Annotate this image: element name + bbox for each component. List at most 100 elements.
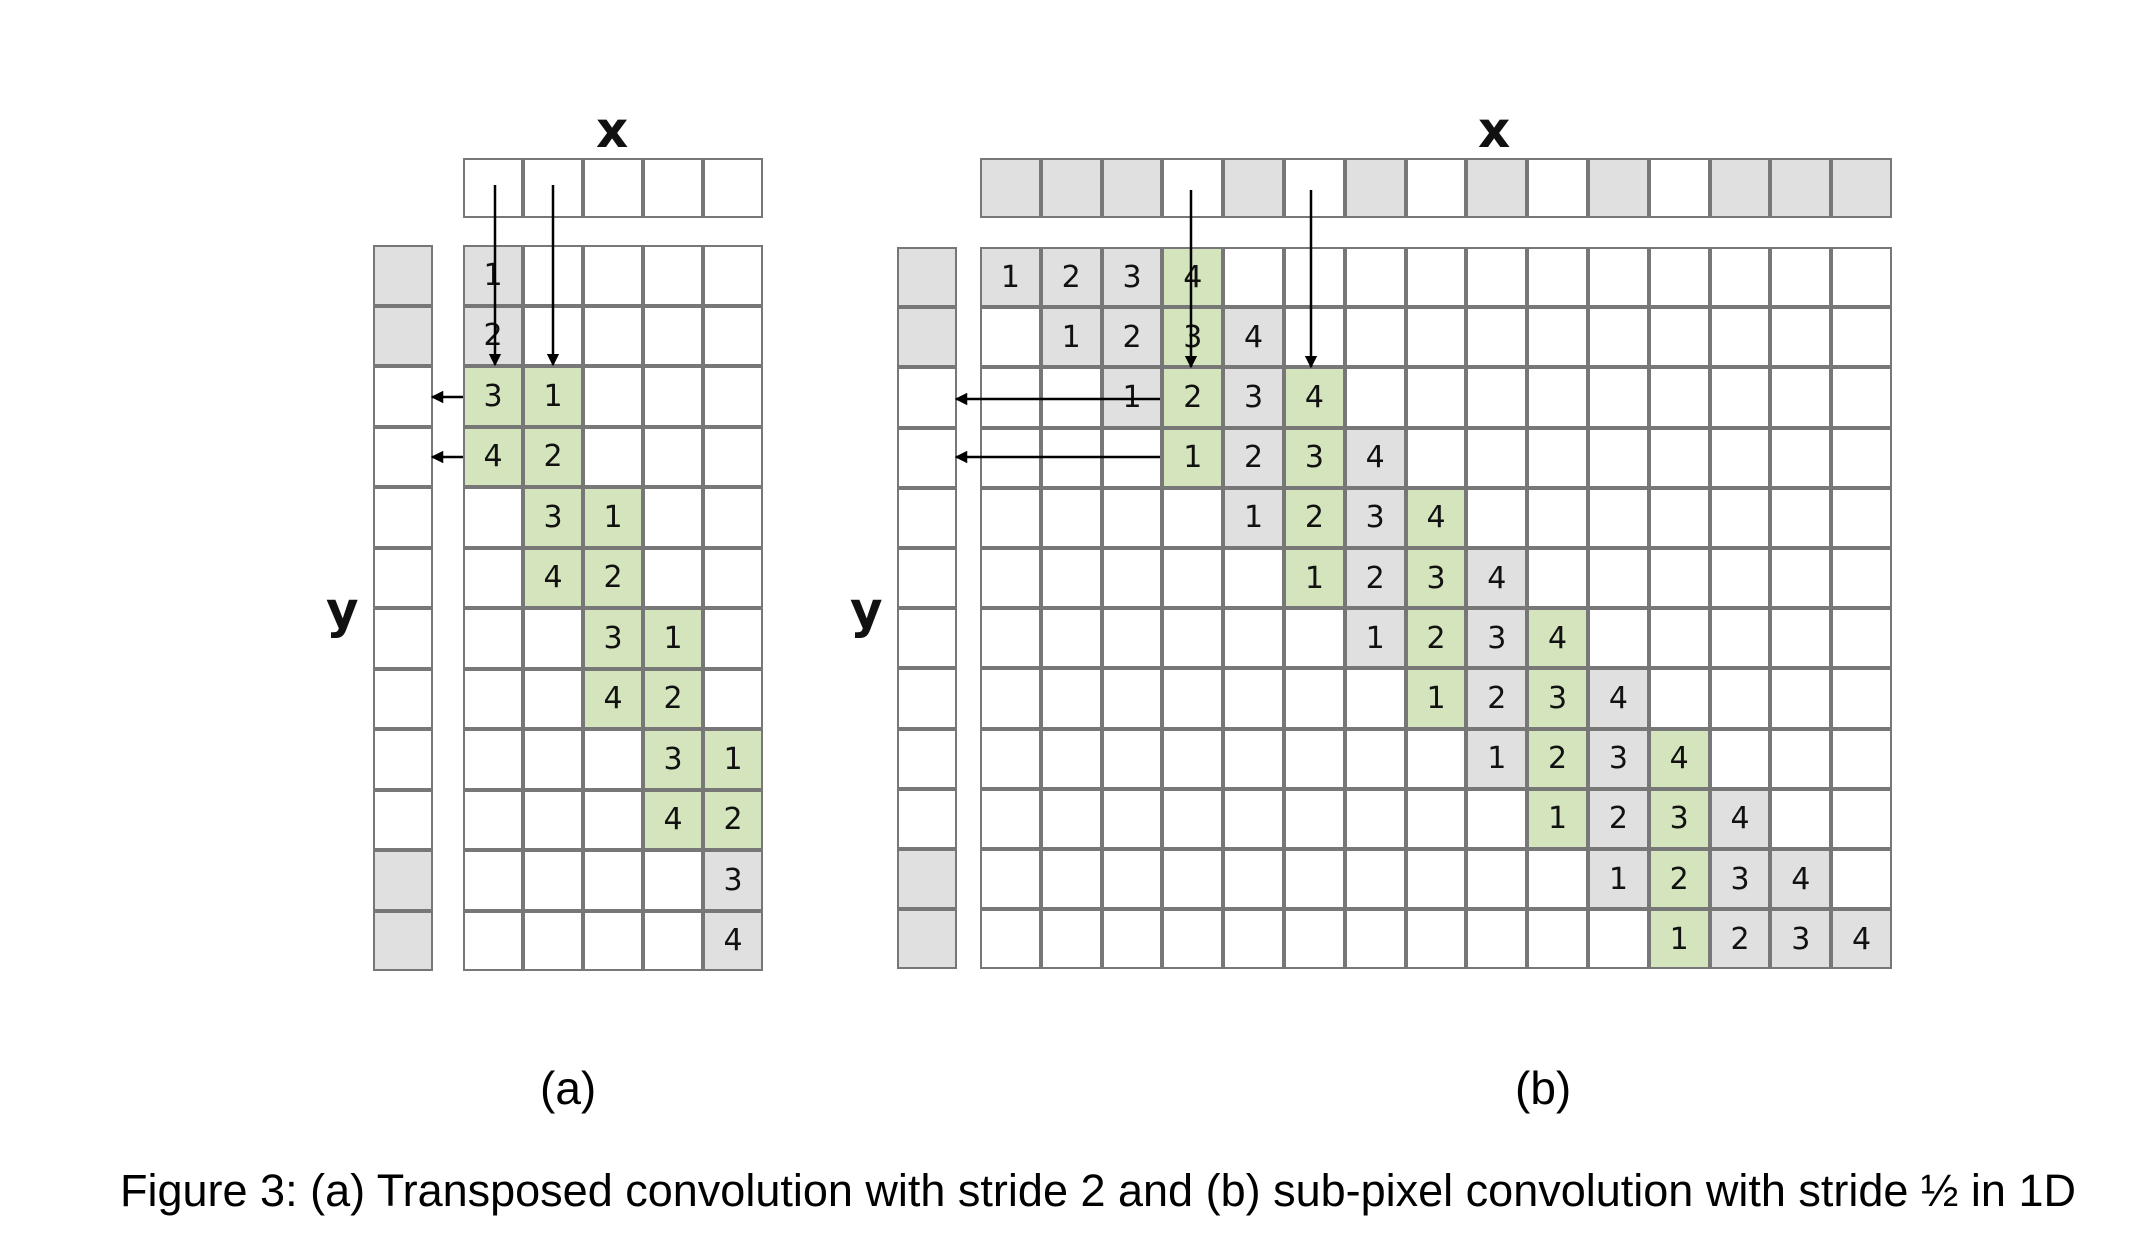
- panel-b-grid-cell: [1040, 427, 1102, 488]
- panel-b-grid-cell: [1831, 247, 1892, 308]
- panel-a-kernel-cell: 4: [703, 910, 763, 971]
- panel-b-grid-cell: [1831, 849, 1892, 910]
- panel-a-grid-cell: [463, 547, 523, 608]
- panel-b-grid-cell: [980, 487, 1041, 548]
- panel-b-grid-cell: [1831, 788, 1892, 849]
- panel-a-grid-cell: [583, 245, 643, 306]
- panel-b-grid-cell: [1709, 427, 1771, 488]
- panel-a-y-cell: [373, 668, 433, 729]
- panel-b-grid-cell: [1709, 728, 1771, 789]
- panel-b-grid-cell: [1162, 668, 1224, 729]
- panel-b-kernel-cell: 1: [1466, 728, 1528, 789]
- panel-b-grid-cell: [1405, 788, 1467, 849]
- panel-b-grid-cell: [1040, 668, 1102, 729]
- panel-b-grid-cell: [1648, 487, 1710, 548]
- panel-b-grid-cell: [1527, 367, 1588, 428]
- panel-b-grid-cell: [1527, 307, 1588, 368]
- panel-a-kernel-cell: 3: [463, 366, 523, 427]
- panel-b-x-cell: [1284, 158, 1345, 218]
- panel-b-y-cell: [897, 247, 957, 308]
- panel-b-grid-cell: [1040, 728, 1102, 789]
- panel-b-grid-cell: [1648, 608, 1710, 669]
- panel-b-grid-cell: [1162, 487, 1224, 548]
- panel-b-grid-cell: [1709, 608, 1771, 669]
- panel-b-grid-cell: [1770, 487, 1832, 548]
- panel-a-y-cell: [373, 850, 433, 911]
- panel-b-kernel-cell: 2: [1527, 728, 1588, 789]
- panel-b-grid-cell: [1284, 728, 1345, 789]
- panel-a-y-cell: [373, 305, 433, 366]
- panel-b-grid-cell: [1101, 788, 1163, 849]
- panel-b-grid-cell: [980, 307, 1041, 368]
- panel-a-grid-cell: [583, 366, 643, 427]
- panel-b-x-cell: [1040, 158, 1102, 218]
- panel-b-kernel-cell: 2: [1588, 788, 1649, 849]
- panel-a-y-label: y: [326, 581, 359, 639]
- panel-b-kernel-cell: 1: [1588, 849, 1649, 910]
- panel-b-kernel-cell: 1: [980, 247, 1041, 308]
- panel-a-y-cell: [373, 426, 433, 487]
- panel-b-grid-cell: [1770, 608, 1832, 669]
- panel-a-kernel-cell: 2: [703, 789, 763, 850]
- panel-b-kernel-cell: 3: [1344, 487, 1406, 548]
- panel-b-grid-cell: [1466, 788, 1528, 849]
- panel-b-grid-cell: [1588, 367, 1649, 428]
- panel-b-grid-cell: [1223, 247, 1284, 308]
- panel-a-kernel-cell: 2: [583, 547, 643, 608]
- panel-b-grid-cell: [1527, 427, 1588, 488]
- panel-b-y-cell: [897, 487, 957, 548]
- panel-b-grid-cell: [1101, 608, 1163, 669]
- panel-b-label: (b): [1515, 1062, 1572, 1114]
- panel-b-grid-cell: [1466, 849, 1528, 910]
- panel-b-grid-cell: [1344, 668, 1406, 729]
- panel-b-grid-cell: [1831, 728, 1892, 789]
- panel-b-y-cell: [897, 367, 957, 428]
- panel-b-grid-cell: [1405, 909, 1467, 970]
- panel-a-x-cell: [583, 158, 643, 218]
- panel-a-grid-cell: [583, 850, 643, 911]
- panel-b-kernel-cell: 1: [1162, 427, 1224, 488]
- panel-b-x-cell: [1588, 158, 1649, 218]
- panel-b-grid-cell: [1588, 247, 1649, 308]
- panel-b-grid-cell: [1527, 548, 1588, 609]
- panel-a-grid-cell: [523, 305, 583, 366]
- panel-b-grid-cell: [980, 608, 1041, 669]
- panel-b-grid-cell: [1223, 608, 1284, 669]
- panel-b-grid-cell: [1284, 909, 1345, 970]
- panel-a-y-cell: [373, 245, 433, 306]
- panel-b-x-cell: [1770, 158, 1832, 218]
- panel-a-grid-cell: [703, 487, 763, 548]
- panel-b-grid-cell: [1162, 909, 1224, 970]
- panel-b-kernel-cell: 4: [1466, 548, 1528, 609]
- panel-b-kernel-cell: 1: [1648, 909, 1710, 970]
- panel-b-grid-cell: [1284, 788, 1345, 849]
- panel-b-grid-cell: [1284, 247, 1345, 308]
- panel-a-kernel-cell: 3: [523, 487, 583, 548]
- panel-a-grid-cell: [523, 608, 583, 669]
- panel-b-grid-cell: [1040, 909, 1102, 970]
- panel-b-kernel-cell: 4: [1284, 367, 1345, 428]
- panel-a-grid-cell: [643, 487, 703, 548]
- panel-b-grid-cell: [1344, 367, 1406, 428]
- panel-a-grid-cell: [703, 305, 763, 366]
- panel-a-grid-cell: [463, 668, 523, 729]
- panel-b-kernel-cell: 3: [1284, 427, 1345, 488]
- panel-b-kernel-cell: 3: [1770, 909, 1832, 970]
- panel-b-grid-cell: [1162, 728, 1224, 789]
- panel-b-grid-cell: [1466, 487, 1528, 548]
- panel-b-grid-cell: [1040, 608, 1102, 669]
- panel-a-grid-cell: [643, 910, 703, 971]
- panel-b-grid-cell: [1405, 307, 1467, 368]
- panel-b-kernel-cell: 4: [1831, 909, 1892, 970]
- panel-b-grid-cell: [1101, 849, 1163, 910]
- panel-b-grid-cell: [1709, 307, 1771, 368]
- panel-b-grid-cell: [1101, 487, 1163, 548]
- panel-b-kernel-cell: 4: [1344, 427, 1406, 488]
- panel-a-grid-cell: [643, 245, 703, 306]
- panel-b-grid-cell: [1648, 367, 1710, 428]
- panel-b-grid-cell: [1770, 788, 1832, 849]
- panel-a-grid-cell: [703, 366, 763, 427]
- panel-a-kernel-cell: 2: [463, 305, 523, 366]
- panel-a-kernel-cell: 1: [463, 245, 523, 306]
- panel-b-grid-cell: [1831, 307, 1892, 368]
